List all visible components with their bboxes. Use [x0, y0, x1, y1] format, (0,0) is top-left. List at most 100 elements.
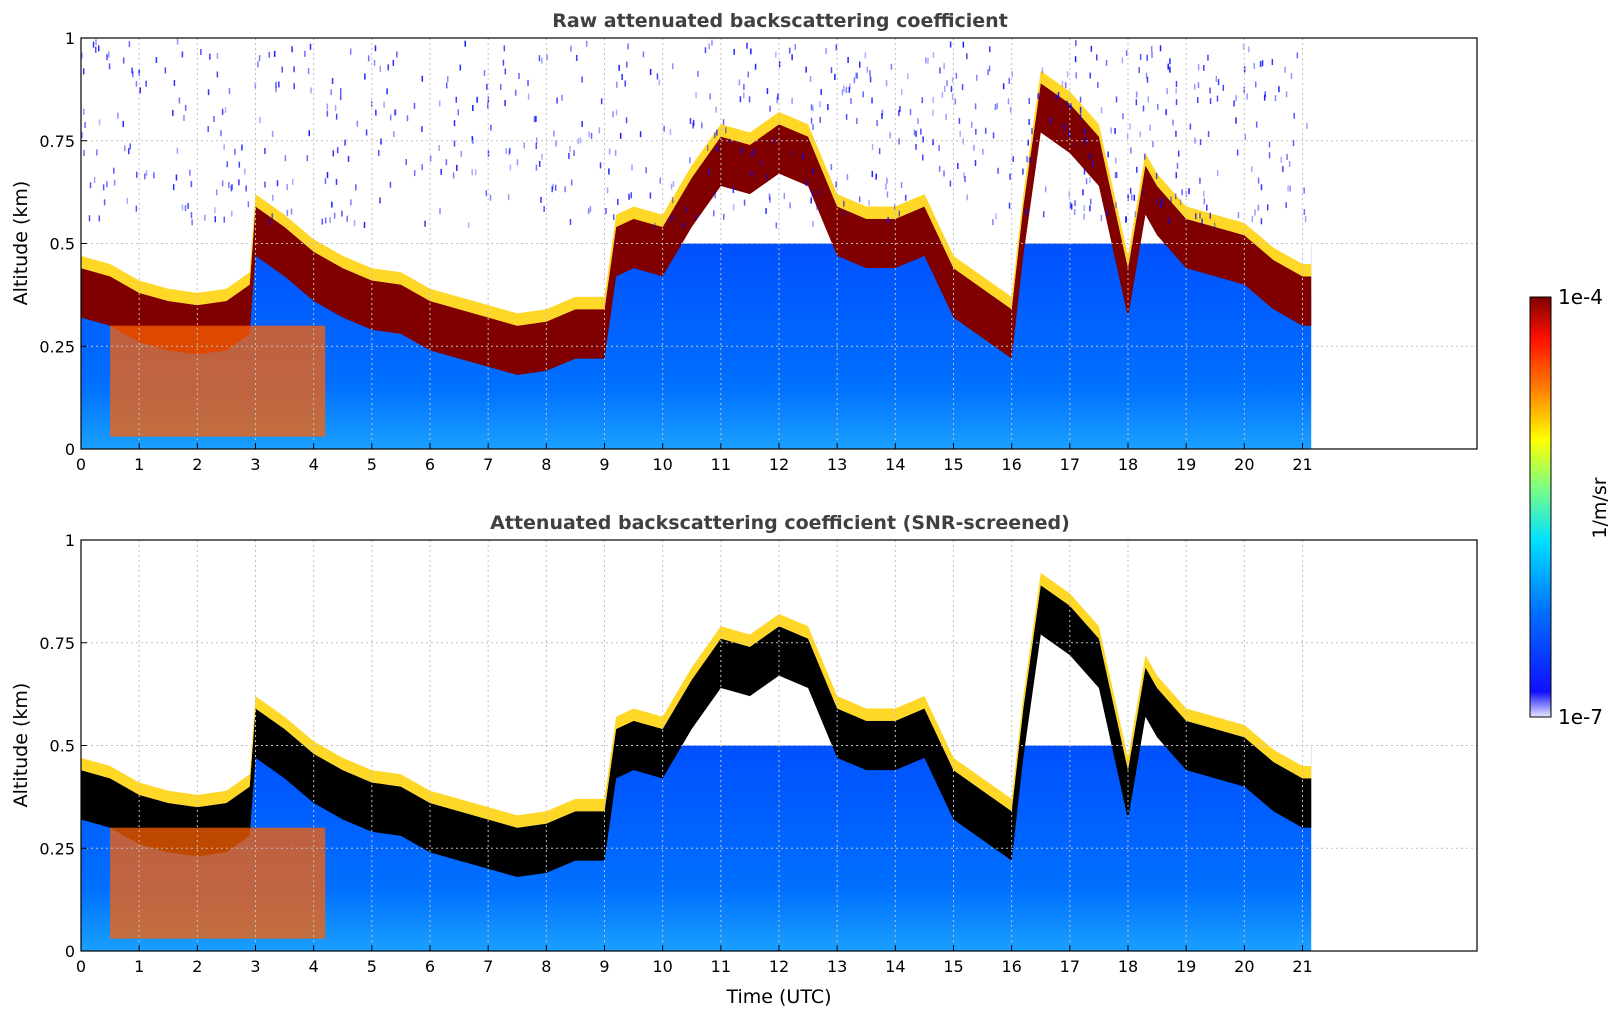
noise-speckle [958, 117, 961, 124]
noise-speckle [1150, 46, 1153, 53]
noise-speckle [1201, 218, 1203, 225]
noise-speckle [1274, 95, 1277, 102]
noise-speckle [765, 207, 767, 214]
noise-speckle [1255, 121, 1258, 128]
surface-plume [110, 325, 326, 437]
noise-speckle [1176, 162, 1179, 169]
noise-speckle [332, 150, 335, 157]
noise-speckle [645, 167, 647, 174]
noise-speckle [286, 209, 289, 216]
noise-speckle [377, 149, 380, 156]
noise-speckle [1206, 204, 1208, 211]
noise-speckle [889, 132, 891, 139]
noise-speckle [1135, 91, 1138, 98]
noise-speckle [216, 71, 219, 78]
noise-speckle [1306, 122, 1308, 129]
noise-speckle [1070, 203, 1073, 210]
noise-speckle [379, 65, 382, 72]
noise-speckle [355, 184, 357, 191]
noise-speckle [992, 132, 995, 139]
noise-speckle [453, 140, 456, 147]
noise-speckle [843, 85, 845, 92]
noise-speckle [535, 115, 537, 122]
noise-speckle [445, 82, 448, 89]
noise-speckle [663, 125, 665, 132]
grid-lines [80, 37, 1477, 450]
noise-speckle [973, 144, 975, 151]
noise-speckle [848, 86, 851, 93]
noise-speckle [846, 174, 849, 181]
noise-speckle [825, 48, 827, 55]
noise-speckle [1008, 77, 1011, 84]
noise-speckle [1049, 117, 1052, 124]
noise-speckle [244, 168, 246, 175]
noise-speckle [711, 39, 713, 46]
noise-speckle [1083, 205, 1086, 212]
noise-speckle [987, 69, 989, 76]
noise-speckle [743, 84, 745, 91]
noise-speckle [1296, 52, 1299, 59]
noise-speckle [626, 61, 628, 68]
noise-speckle [760, 160, 763, 167]
noise-speckle [333, 212, 336, 219]
noise-speckle [1027, 139, 1029, 146]
noise-speckle [810, 117, 813, 124]
noise-speckle [503, 45, 506, 52]
noise-speckle [898, 138, 900, 145]
noise-speckle [805, 66, 807, 73]
x-tick-label: 15 [943, 957, 963, 976]
noise-speckle [1209, 212, 1211, 219]
noise-speckle [1142, 189, 1144, 196]
noise-speckle [962, 138, 964, 145]
noise-speckle [921, 97, 924, 104]
noise-speckle [585, 40, 588, 47]
noise-speckle [875, 173, 877, 180]
x-tick-label: 9 [599, 455, 609, 474]
noise-speckle [187, 202, 189, 209]
noise-speckle [527, 93, 530, 100]
noise-speckle [421, 164, 423, 171]
noise-speckle [858, 196, 861, 203]
x-tick-label: 3 [250, 957, 260, 976]
noise-speckle [859, 61, 861, 68]
noise-speckle [739, 96, 742, 103]
x-axis-label: Time (UTC) [725, 986, 831, 1008]
noise-speckle [941, 91, 944, 98]
noise-speckle [685, 207, 688, 214]
noise-speckle [523, 142, 526, 149]
noise-speckle [1161, 196, 1164, 203]
noise-speckle [1090, 45, 1093, 52]
noise-speckle [1149, 124, 1151, 131]
noise-speckle [241, 144, 243, 151]
noise-speckle [1244, 133, 1247, 140]
noise-speckle [1068, 191, 1071, 198]
noise-speckle [281, 66, 283, 73]
noise-speckle [1075, 40, 1077, 47]
noise-speckle [996, 102, 998, 109]
noise-speckle [190, 181, 193, 188]
noise-speckle [356, 120, 359, 127]
noise-speckle [106, 181, 108, 188]
noise-speckle [1254, 81, 1257, 88]
noise-speckle [1167, 63, 1169, 70]
noise-speckle [117, 112, 119, 119]
noise-speckle [775, 222, 778, 229]
noise-speckle [1209, 98, 1212, 105]
noise-speckle [1237, 212, 1240, 219]
noise-speckle [992, 219, 994, 226]
noise-speckle [339, 94, 342, 101]
noise-speckle [1202, 190, 1205, 197]
y-ticks: 0 0.25 0.5 0.75 1 [39, 29, 87, 459]
noise-speckle [1084, 136, 1087, 143]
noise-speckle [669, 129, 672, 136]
noise-speckle [1105, 59, 1108, 66]
noise-speckle [1082, 189, 1084, 196]
noise-speckle [1203, 198, 1206, 205]
noise-speckle [729, 138, 731, 145]
noise-speckle [387, 64, 389, 71]
noise-speckle [775, 51, 777, 58]
noise-speckle [1261, 60, 1264, 67]
noise-speckle [570, 45, 572, 52]
noise-speckle [183, 114, 185, 121]
noise-speckle [485, 190, 488, 197]
